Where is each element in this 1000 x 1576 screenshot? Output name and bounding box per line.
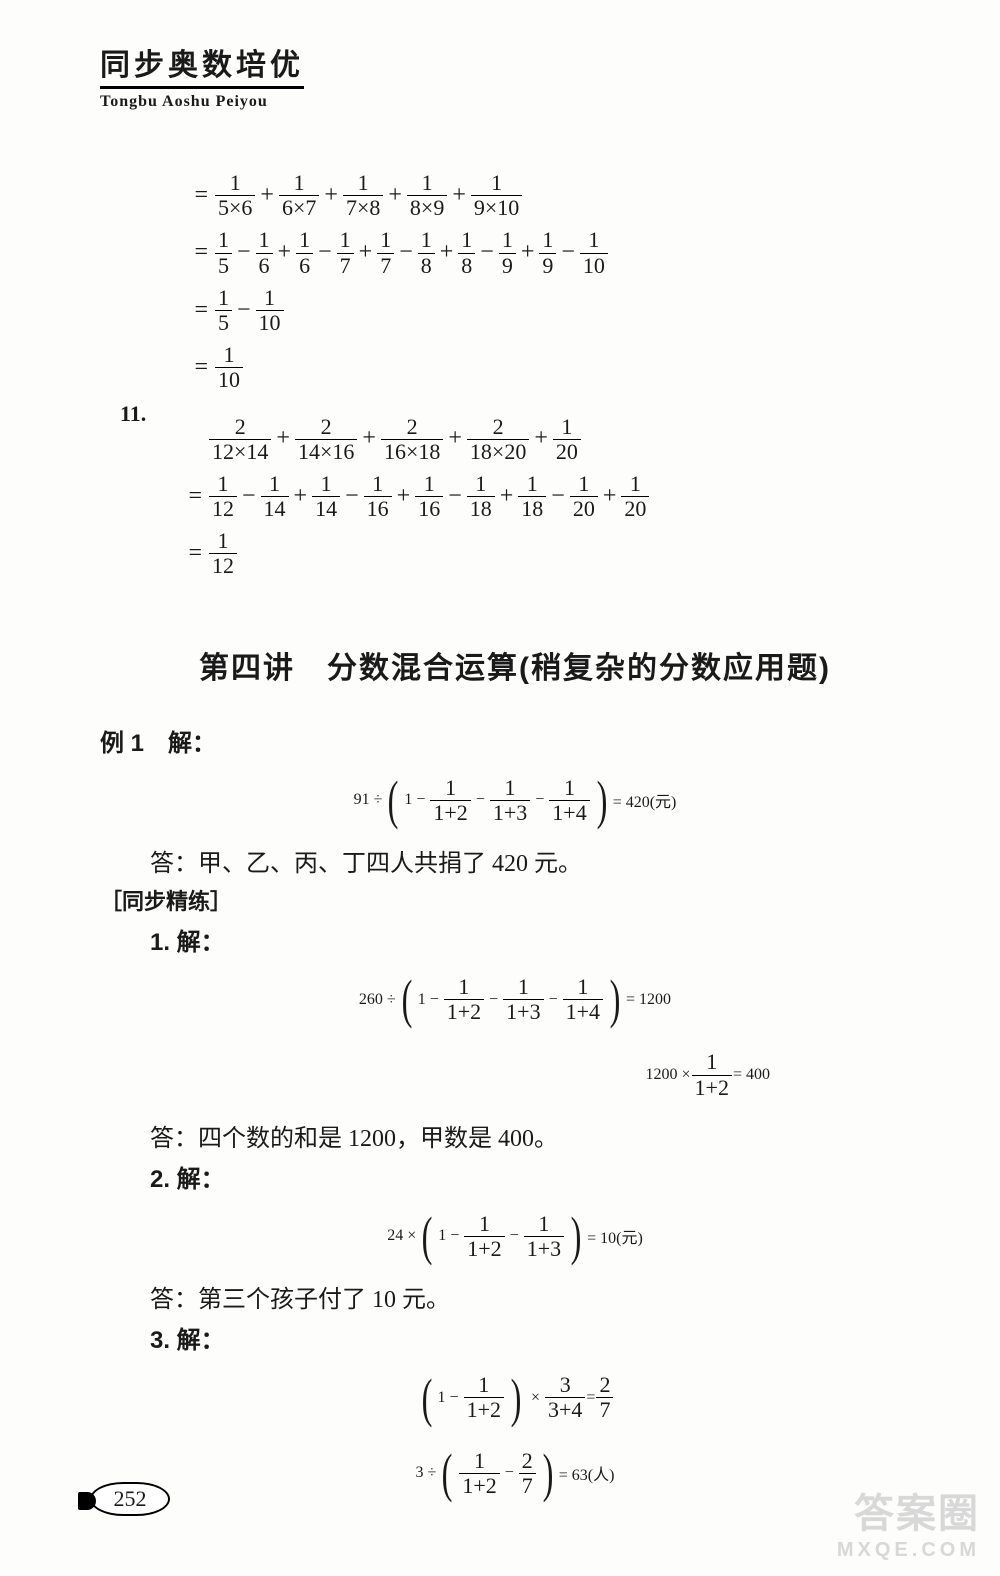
page: 同步奥数培优 Tongbu Aoshu Peiyou = 15×6 + 16×7… xyxy=(0,0,1000,1576)
p2-eq: 24 × ( 1− 11+2− 11+3 ) = 10(元) xyxy=(100,1204,930,1269)
p2-label: 2. 解： xyxy=(150,1159,930,1194)
sync-label: ［同步精练］ xyxy=(100,884,930,916)
eq-line-2: = 15− 16+ 16− 17+ 17− 18+ 18− 19+ 19− 11… xyxy=(180,228,930,277)
example-1-label: 例 1 解： xyxy=(100,723,930,758)
header-pinyin: Tongbu Aoshu Peiyou xyxy=(100,93,930,111)
p3-label: 3. 解： xyxy=(150,1320,930,1355)
p1-label: 1. 解： xyxy=(150,922,930,957)
math-block-cont: = 15×6 + 16×7 + 17×8 + 18×9 + 19×10 = 15… xyxy=(180,171,930,393)
problem-11: 11. 212×14+ 214×16+ 216×18+ 218×20+ 120 … xyxy=(120,401,930,593)
p3-eq1: ( 1− 11+2 ) × 33+4 = 27 xyxy=(100,1365,930,1430)
p2-answer: 答：第三个孩子付了 10 元。 xyxy=(150,1279,930,1314)
ex1-answer: 答：甲、乙、丙、丁四人共捐了 420 元。 xyxy=(150,843,930,878)
page-header: 同步奥数培优 Tongbu Aoshu Peiyou xyxy=(100,40,930,111)
p1-answer: 答：四个数的和是 1200，甲数是 400。 xyxy=(150,1118,930,1153)
problem-number: 11. xyxy=(120,401,156,427)
section-title: 第四讲 分数混合运算(稍复杂的分数应用题) xyxy=(100,643,930,687)
header-title: 同步奥数培优 xyxy=(100,40,304,89)
q11-line-2: = 112− 114+ 114− 116+ 116− 118+ 118− 120… xyxy=(174,472,650,521)
eq-line-4: = 110 xyxy=(180,343,930,392)
q11-line-3: = 112 xyxy=(174,529,650,578)
p1-eq2: 1200 × 11+2 = 400 xyxy=(100,1042,930,1107)
ex1-eq: 91 ÷ ( 1− 11+2− 11+3− 11+4 ) = 420(元) xyxy=(100,768,930,833)
p1-eq1: 260 ÷ ( 1− 11+2− 11+3− 11+4 ) = 1200 xyxy=(100,967,930,1032)
p3-eq2: 3 ÷ ( 11+2 − 27 ) = 63(人) xyxy=(100,1441,930,1506)
page-number: 252 xyxy=(90,1482,170,1516)
eq-line-1: = 15×6 + 16×7 + 17×8 + 18×9 + 19×10 xyxy=(180,171,930,220)
eq-line-3: = 15 − 110 xyxy=(180,286,930,335)
q11-line-1: 212×14+ 214×16+ 216×18+ 218×20+ 120 xyxy=(174,415,650,464)
